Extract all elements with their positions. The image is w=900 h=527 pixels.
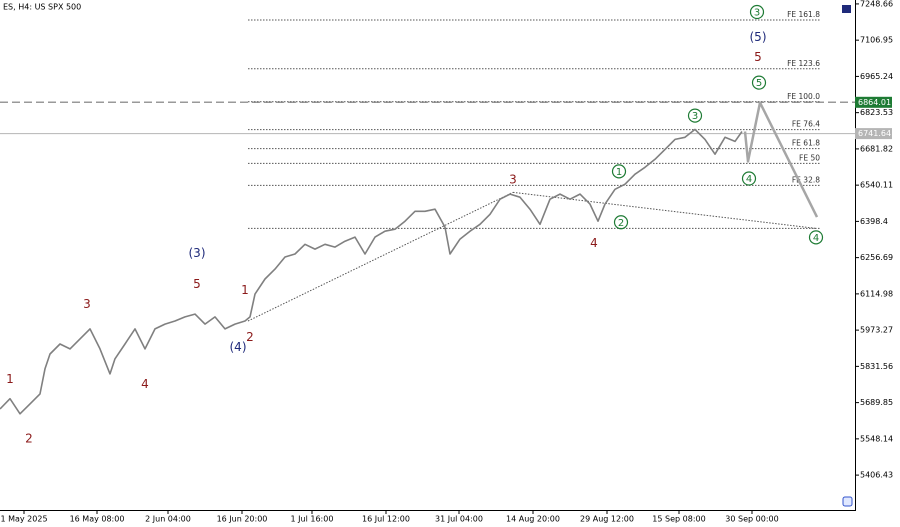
wave-label: 2 — [25, 432, 33, 446]
y-tick-label: 6114.98 — [860, 289, 893, 298]
series-line — [743, 101, 819, 218]
y-tick-label: 6398.4 — [860, 217, 888, 226]
fib-label: FE 161.8 — [787, 10, 820, 19]
wave-circle — [611, 164, 627, 179]
price-label-box — [855, 96, 892, 108]
y-tick-label: 5689.85 — [860, 398, 893, 407]
x-tick-label: 30 Sep 00:00 — [725, 515, 778, 524]
y-tick-label: 6681.82 — [860, 144, 893, 153]
series-line — [0, 128, 743, 415]
price-label: 6864.01 — [858, 98, 891, 107]
y-tick-label: 6965.24 — [860, 72, 893, 81]
fib-label: FE 100.0 — [787, 92, 820, 101]
chart-title: ES, H4: US SPX 500 — [3, 3, 81, 12]
fib-label: FE 32.8 — [792, 175, 820, 184]
fib-label: FE 50 — [799, 153, 820, 162]
wave-circle — [741, 171, 757, 186]
y-tick-label: 7248.66 — [860, 0, 893, 8]
y-tick-label: 6540.11 — [860, 181, 893, 190]
x-tick-label: 15 Sep 08:00 — [652, 515, 705, 524]
y-tick-label: 6823.53 — [860, 108, 893, 117]
y-tick-label: 5548.14 — [860, 434, 893, 443]
wave-label: 5 — [756, 78, 762, 89]
wave-circle — [613, 215, 629, 230]
wave-label: 5 — [193, 277, 201, 291]
wave-label: 1 — [616, 167, 622, 178]
fib-label: FE 76.4 — [792, 120, 820, 129]
x-tick-label: 16 Jul 12:00 — [362, 515, 410, 524]
icon[interactable] — [842, 5, 851, 13]
wave-circle — [687, 108, 703, 123]
trendline — [247, 191, 514, 322]
wave-circle — [808, 230, 824, 245]
icon[interactable] — [842, 496, 853, 507]
y-tick-label: 5406.43 — [860, 471, 893, 480]
x-tick-label: 16 May 08:00 — [70, 515, 125, 524]
wave-label: 3 — [83, 297, 91, 311]
fib-label: FE 61.8 — [792, 139, 820, 148]
wave-label: 1 — [6, 372, 14, 386]
wave-label: (4) — [230, 340, 247, 354]
x-tick-label: 29 Aug 12:00 — [580, 515, 634, 524]
wave-label: 3 — [692, 111, 698, 122]
wave-label: 4 — [141, 377, 149, 391]
fib-label: FE 123.6 — [787, 59, 820, 68]
x-tick-label: 1 May 2025 — [0, 515, 47, 524]
wave-label: 4 — [590, 236, 598, 250]
wave-circle — [751, 75, 767, 90]
y-tick-label: 7106.95 — [860, 36, 893, 45]
wave-label: 1 — [241, 283, 249, 297]
wave-label: 4 — [813, 233, 819, 244]
x-tick-label: 1 Jul 16:00 — [291, 515, 334, 524]
y-tick-label: 5831.56 — [860, 362, 893, 371]
x-tick-label: 31 Jul 04:00 — [435, 515, 483, 524]
y-tick-label: 5973.27 — [860, 326, 893, 335]
wave-label: 2 — [618, 218, 624, 229]
wave-label: (3) — [189, 246, 206, 260]
wave-label: (5) — [750, 30, 767, 44]
wave-label: 3 — [754, 8, 760, 19]
price-label-box — [855, 128, 892, 140]
wave-circle — [749, 4, 765, 20]
y-tick-label: 6256.69 — [860, 253, 893, 262]
wave-label: 2 — [246, 330, 254, 344]
wave-label: 5 — [754, 50, 762, 64]
x-tick-label: 2 Jun 04:00 — [145, 515, 191, 524]
x-tick-label: 14 Aug 20:00 — [506, 515, 560, 524]
wave-label: 4 — [746, 174, 752, 185]
x-tick-label: 16 Jun 20:00 — [217, 515, 268, 524]
price-label: 6741.64 — [858, 129, 891, 138]
wave-label: 3 — [509, 173, 517, 187]
